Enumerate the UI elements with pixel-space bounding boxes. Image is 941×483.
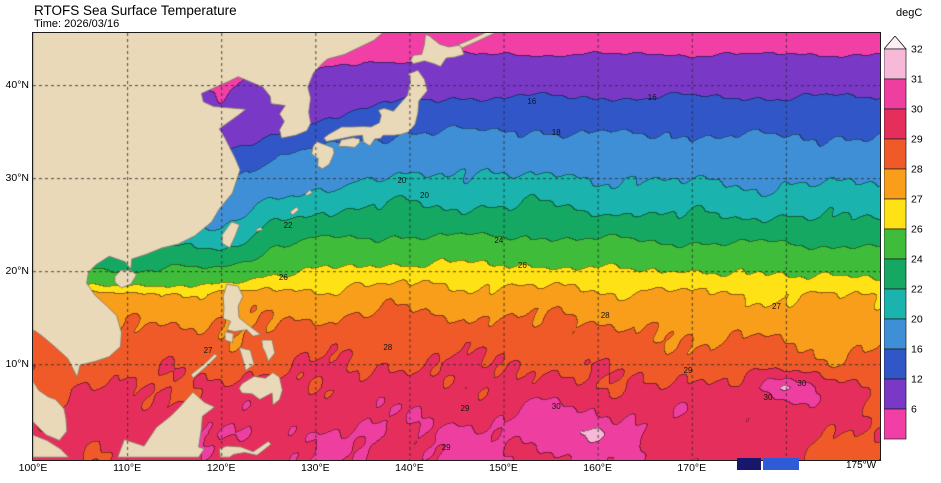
lon-tick-label: 150°E — [489, 462, 518, 474]
map-frame: 16 16 18 20 20 22 24 26 26 27 27 28 28 29 29 29 30 30 30 — [32, 32, 881, 461]
colorbar-tick-label: 16 — [911, 344, 923, 356]
colorbar-tick-label: 31 — [911, 74, 923, 86]
colorbar-band — [884, 318, 907, 350]
colorbar-unit-label: degC — [896, 7, 923, 19]
axis-artifact-navy-box — [737, 458, 761, 470]
colorbar-tick-label: 20 — [911, 314, 923, 326]
lon-tick-label: 170°E — [677, 462, 707, 474]
lon-tick-label: 110°E — [113, 462, 142, 474]
lon-tick-label: 160°E — [583, 462, 613, 474]
colorbar-band — [884, 408, 907, 440]
lat-tick-label: 30°N — [5, 172, 29, 185]
lon-tick-label: 130°E — [300, 462, 330, 474]
axis-artifact-stray-label: 175°W — [846, 460, 877, 471]
colorbar-band — [884, 258, 907, 290]
lat-tick-label: 10°N — [5, 358, 29, 371]
colorbar-band — [884, 378, 907, 410]
lat-tick-label: 40°N — [5, 79, 29, 92]
colorbar-band — [884, 78, 907, 110]
colorbar-band — [884, 48, 907, 80]
colorbar-tick-label: 28 — [911, 164, 923, 176]
axis-artifact-blue-box — [763, 458, 799, 470]
lon-tick-label: 120°E — [206, 462, 236, 474]
colorbar-tick-label: 30 — [911, 104, 923, 116]
lon-tick-label: 140°E — [395, 462, 424, 474]
colorbar: 32 31 30 29 28 27 26 24 22 20 16 12 6 — [884, 36, 923, 440]
colorbar-band — [884, 288, 907, 320]
colorbar-tick-label: 6 — [911, 404, 917, 416]
colorbar-tick-label: 32 — [911, 44, 923, 56]
colorbar-tick-label: 24 — [911, 254, 923, 266]
figure-title: RTOFS Sea Surface Temperature — [34, 3, 237, 18]
colorbar-tick-label: 27 — [911, 194, 923, 206]
colorbar-overflow-cap — [884, 36, 907, 50]
colorbar-tick-label: 26 — [911, 224, 923, 236]
sst-heatmap-canvas — [33, 33, 880, 460]
colorbar-band — [884, 108, 907, 140]
colorbar-band — [884, 138, 907, 170]
figure-time: Time: 2026/03/16 — [34, 18, 120, 30]
colorbar-tick-label: 22 — [911, 284, 923, 296]
colorbar-band — [884, 198, 907, 230]
colorbar-tick-label: 29 — [911, 134, 923, 146]
colorbar-tick-label: 12 — [911, 374, 923, 386]
colorbar-band — [884, 228, 907, 260]
lat-tick-label: 20°N — [5, 265, 29, 278]
colorbar-band — [884, 348, 907, 380]
lon-tick-label: 100°E — [18, 462, 48, 474]
colorbar-band — [884, 168, 907, 200]
